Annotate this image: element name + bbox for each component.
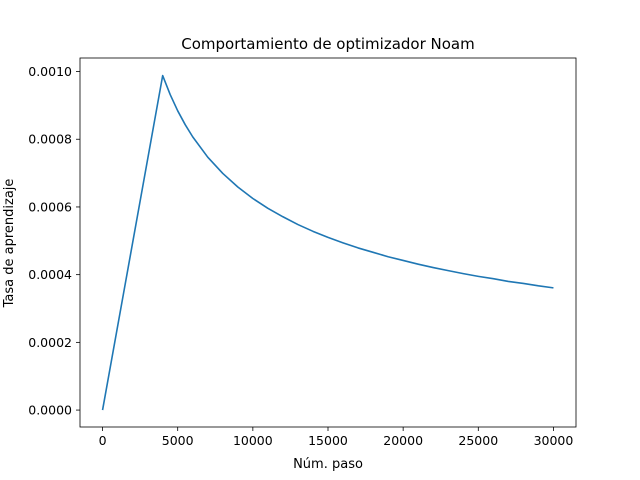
y-tick-label: 0.0010 bbox=[28, 64, 72, 79]
x-tick-label: 10000 bbox=[233, 433, 273, 448]
x-axis-ticks: 0 5000 10000 15000 20000 25000 30000 bbox=[99, 427, 574, 448]
y-tick-label: 0.0006 bbox=[28, 199, 72, 214]
x-tick-label: 20000 bbox=[383, 433, 423, 448]
plot-area bbox=[80, 58, 576, 427]
y-tick-label: 0.0002 bbox=[28, 335, 72, 350]
x-tick-label: 15000 bbox=[308, 433, 348, 448]
chart-title: Comportamiento de optimizador Noam bbox=[181, 35, 475, 53]
x-axis-label: Núm. paso bbox=[293, 457, 363, 472]
x-tick-label: 0 bbox=[99, 433, 107, 448]
y-tick-label: 0.0008 bbox=[28, 132, 72, 147]
x-tick-label: 25000 bbox=[458, 433, 498, 448]
x-tick-label: 5000 bbox=[162, 433, 194, 448]
y-axis-ticks: 0.0000 0.0002 0.0004 0.0006 0.0008 0.0010 bbox=[28, 64, 80, 418]
series-layer bbox=[101, 74, 554, 411]
learning-rate-line bbox=[101, 74, 554, 411]
y-tick-label: 0.0004 bbox=[28, 267, 72, 282]
y-tick-label: 0.0000 bbox=[28, 403, 72, 418]
plot-frame bbox=[79, 57, 577, 428]
y-axis-label: Tasa de aprendizaje bbox=[2, 179, 17, 309]
x-tick-label: 30000 bbox=[534, 433, 574, 448]
